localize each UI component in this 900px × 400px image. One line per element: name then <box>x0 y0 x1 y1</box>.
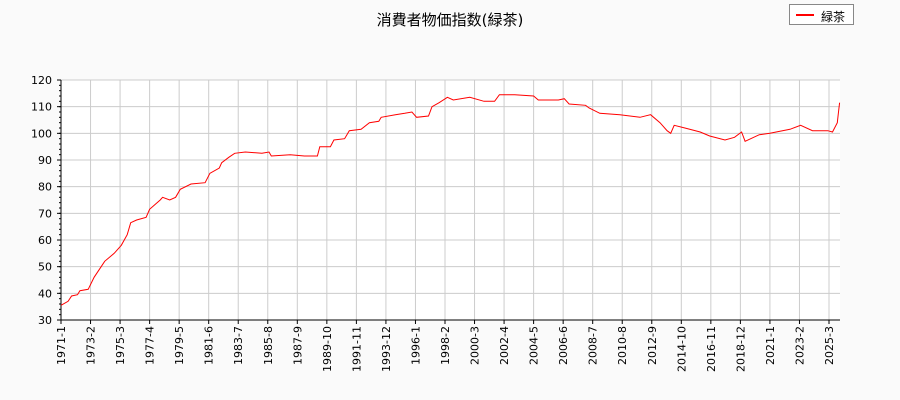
x-tick-label: 1985-8 <box>262 326 275 365</box>
x-tick-label: 1971-1 <box>55 326 68 365</box>
x-tick-label: 1983-7 <box>232 326 245 365</box>
y-tick-label: 110 <box>31 101 52 114</box>
x-tick-label: 2004-5 <box>528 326 541 365</box>
x-tick-label: 2014-10 <box>675 326 688 372</box>
x-tick-label: 1975-3 <box>114 326 127 365</box>
x-tick-label: 2008-7 <box>587 326 600 365</box>
x-tick-label: 1989-10 <box>321 326 334 372</box>
plot-area <box>61 80 840 320</box>
x-tick-label: 1993-12 <box>380 326 393 372</box>
x-tick-label: 1996-1 <box>409 326 422 365</box>
x-tick-label: 2021-1 <box>764 326 777 365</box>
legend-swatch <box>796 14 814 16</box>
x-tick-label: 1973-2 <box>85 326 98 365</box>
x-tick-label: 1991-11 <box>350 326 363 372</box>
legend-label: 緑茶 <box>821 10 846 24</box>
y-tick-label: 70 <box>38 207 52 220</box>
x-tick-label: 2018-12 <box>734 326 747 372</box>
x-tick-label: 2000-3 <box>469 326 482 365</box>
y-tick-label: 80 <box>38 181 52 194</box>
legend: 緑茶 <box>789 4 854 25</box>
y-tick-label: 120 <box>31 74 52 87</box>
y-tick-label: 30 <box>38 314 52 327</box>
x-tick-label: 2002-4 <box>498 326 511 365</box>
chart-title: 消費者物価指数(緑茶) <box>376 11 524 29</box>
x-tick-label: 2010-8 <box>616 326 629 365</box>
x-tick-label: 1998-2 <box>439 326 452 365</box>
series-line <box>60 94 841 306</box>
x-tick-label: 2023-2 <box>793 326 806 365</box>
x-tick-label: 2016-11 <box>705 326 718 372</box>
x-tick-label: 1977-4 <box>144 326 157 365</box>
x-tick-label: 1987-9 <box>291 326 304 365</box>
x-tick-label: 2012-9 <box>646 326 659 365</box>
x-tick-label: 2006-6 <box>557 326 570 365</box>
y-tick-label: 100 <box>31 127 52 140</box>
x-tick-label: 1981-6 <box>203 326 216 365</box>
y-tick-label: 60 <box>38 234 52 247</box>
y-tick-label: 90 <box>38 154 52 167</box>
y-tick-label: 40 <box>38 287 52 300</box>
x-tick-label: 1979-5 <box>173 326 186 365</box>
x-tick-label: 2025-3 <box>823 326 836 365</box>
y-tick-label: 50 <box>38 261 52 274</box>
